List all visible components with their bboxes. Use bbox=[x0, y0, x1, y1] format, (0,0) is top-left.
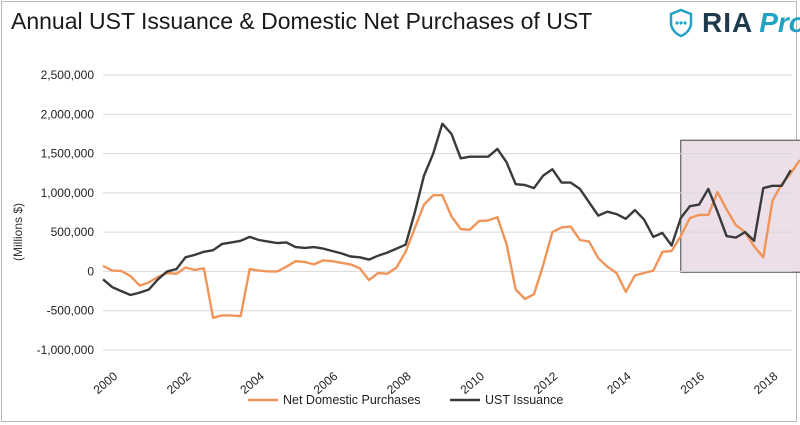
logo-brand: RIA bbox=[702, 7, 754, 38]
x-tick-label: 2002 bbox=[164, 369, 194, 397]
x-tick-label: 2014 bbox=[604, 369, 634, 397]
x-tick-label: 2004 bbox=[237, 369, 267, 397]
y-tick-label: 2,000,000 bbox=[41, 107, 95, 121]
y-axis-label: (Millions $) bbox=[11, 203, 25, 261]
highlight-box bbox=[680, 139, 800, 273]
logo-suffix: Pro bbox=[759, 7, 800, 38]
y-tick-label: 0 bbox=[87, 264, 94, 278]
y-tick-label: -1,000,000 bbox=[37, 343, 95, 357]
y-tick-label: -500,000 bbox=[47, 304, 95, 318]
series-line-net-domestic-purchases bbox=[102, 159, 800, 319]
y-tick-label: 2,500,000 bbox=[41, 68, 95, 82]
y-tick-label: 1,500,000 bbox=[41, 147, 95, 161]
x-tick-label: 2010 bbox=[458, 369, 488, 397]
shield-chat-icon bbox=[669, 8, 693, 38]
series-line-ust-issuance bbox=[102, 122, 792, 297]
y-tick-label: 1,000,000 bbox=[41, 186, 95, 200]
y-tick-label: 500,000 bbox=[51, 225, 95, 239]
x-tick-label: 2000 bbox=[91, 369, 121, 397]
chart-title: Annual UST Issuance & Domestic Net Purch… bbox=[11, 8, 593, 34]
ria-pro-logo: RIA Pro bbox=[668, 6, 800, 40]
x-tick-label: 2016 bbox=[678, 369, 708, 397]
legend-label: Net Domestic Purchases bbox=[283, 393, 421, 407]
legend-label: UST Issuance bbox=[485, 393, 563, 407]
x-tick-label: 2018 bbox=[751, 369, 781, 397]
